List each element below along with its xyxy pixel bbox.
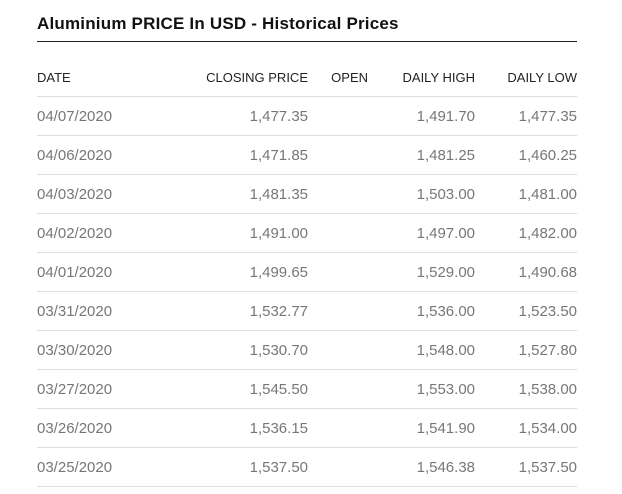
closing-price-cell: 1,481.35 — [187, 174, 308, 214]
closing-price-cell: 1,471.85 — [187, 135, 308, 175]
open-cell — [308, 252, 368, 292]
daily-low-cell: 1,460.25 — [475, 135, 577, 175]
daily-high-cell: 1,541.90 — [368, 408, 475, 448]
open-cell — [308, 135, 368, 175]
daily-high-cell: 1,553.00 — [368, 369, 475, 409]
daily-high-cell: 1,503.00 — [368, 174, 475, 214]
date-cell: 03/31/2020 — [37, 291, 187, 331]
date-cell: 04/02/2020 — [37, 213, 187, 253]
closing-price-cell: 1,536.15 — [187, 408, 308, 448]
date-cell: 03/25/2020 — [37, 447, 187, 487]
table-row: 04/02/2020 1,491.00 1,497.00 1,482.00 — [37, 213, 577, 253]
open-cell — [308, 174, 368, 214]
closing-price-cell: 1,545.50 — [187, 369, 308, 409]
page-title: Aluminium PRICE In USD - Historical Pric… — [37, 14, 577, 42]
closing-price-cell: 1,537.50 — [187, 447, 308, 487]
historical-prices-table: DATE CLOSING PRICE OPEN DAILY HIGH DAILY… — [37, 58, 577, 487]
daily-high-cell: 1,481.25 — [368, 135, 475, 175]
table-row: 04/06/2020 1,471.85 1,481.25 1,460.25 — [37, 135, 577, 175]
open-cell — [308, 330, 368, 370]
closing-price-cell: 1,530.70 — [187, 330, 308, 370]
open-cell — [308, 369, 368, 409]
closing-price-cell: 1,499.65 — [187, 252, 308, 292]
daily-low-cell: 1,534.00 — [475, 408, 577, 448]
daily-high-cell: 1,536.00 — [368, 291, 475, 331]
date-cell: 03/27/2020 — [37, 369, 187, 409]
daily-low-cell: 1,537.50 — [475, 447, 577, 487]
date-cell: 04/07/2020 — [37, 96, 187, 136]
column-header-date: DATE — [37, 58, 187, 97]
open-cell — [308, 213, 368, 253]
daily-high-cell: 1,491.70 — [368, 96, 475, 136]
table-row: 03/31/2020 1,532.77 1,536.00 1,523.50 — [37, 291, 577, 331]
daily-low-cell: 1,527.80 — [475, 330, 577, 370]
closing-price-cell: 1,532.77 — [187, 291, 308, 331]
date-cell: 03/26/2020 — [37, 408, 187, 448]
open-cell — [308, 291, 368, 331]
daily-low-cell: 1,477.35 — [475, 96, 577, 136]
open-cell — [308, 96, 368, 136]
daily-high-cell: 1,548.00 — [368, 330, 475, 370]
date-cell: 04/01/2020 — [37, 252, 187, 292]
column-header-daily-low: DAILY LOW — [475, 58, 577, 97]
table-row: 04/03/2020 1,481.35 1,503.00 1,481.00 — [37, 174, 577, 214]
daily-low-cell: 1,481.00 — [475, 174, 577, 214]
table-row: 03/25/2020 1,537.50 1,546.38 1,537.50 — [37, 447, 577, 487]
date-cell: 03/30/2020 — [37, 330, 187, 370]
closing-price-cell: 1,477.35 — [187, 96, 308, 136]
date-cell: 04/03/2020 — [37, 174, 187, 214]
column-header-open: OPEN — [308, 58, 368, 97]
table-row: 03/26/2020 1,536.15 1,541.90 1,534.00 — [37, 408, 577, 448]
daily-high-cell: 1,497.00 — [368, 213, 475, 253]
daily-low-cell: 1,538.00 — [475, 369, 577, 409]
table-row: 03/30/2020 1,530.70 1,548.00 1,527.80 — [37, 330, 577, 370]
table-row: 03/27/2020 1,545.50 1,553.00 1,538.00 — [37, 369, 577, 409]
column-header-daily-high: DAILY HIGH — [368, 58, 475, 97]
daily-high-cell: 1,546.38 — [368, 447, 475, 487]
daily-low-cell: 1,490.68 — [475, 252, 577, 292]
date-cell: 04/06/2020 — [37, 135, 187, 175]
table-row: 04/07/2020 1,477.35 1,491.70 1,477.35 — [37, 96, 577, 136]
daily-high-cell: 1,529.00 — [368, 252, 475, 292]
daily-low-cell: 1,482.00 — [475, 213, 577, 253]
column-header-closing-price: CLOSING PRICE — [187, 58, 308, 97]
open-cell — [308, 408, 368, 448]
open-cell — [308, 447, 368, 487]
table-row: 04/01/2020 1,499.65 1,529.00 1,490.68 — [37, 252, 577, 292]
table-header-row: DATE CLOSING PRICE OPEN DAILY HIGH DAILY… — [37, 58, 577, 97]
daily-low-cell: 1,523.50 — [475, 291, 577, 331]
closing-price-cell: 1,491.00 — [187, 213, 308, 253]
